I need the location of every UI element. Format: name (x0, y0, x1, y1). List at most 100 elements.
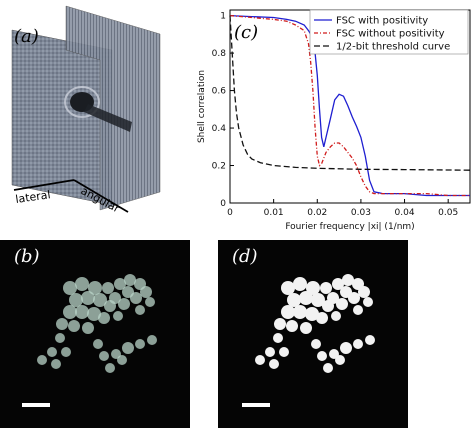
x-tick-label: 0.02 (307, 208, 327, 218)
reconstruction-blob (63, 281, 77, 295)
tomogram-slices-figure: lateral angular (11, 5, 161, 216)
legend-entry-0: FSC with positivity (336, 16, 428, 27)
ground-truth-sphere (265, 347, 275, 357)
series-line-2 (229, 15, 471, 171)
ground-truth-sphere (322, 300, 334, 312)
reconstruction-blob (69, 293, 83, 307)
y-tick-label: 0 (220, 199, 226, 209)
reconstruction-blob (82, 322, 94, 334)
ground-truth-sphere (353, 305, 363, 315)
reconstruction-blobs (37, 274, 157, 373)
reconstruction-blob (51, 359, 61, 369)
ground-truth-sphere (300, 322, 312, 334)
ground-truth-sphere (293, 305, 307, 319)
panel-b: (b) (0, 240, 190, 428)
ground-truth-sphere (348, 292, 360, 304)
ground-truth-sphere (305, 307, 319, 321)
ground-truth-sphere (255, 355, 265, 365)
ground-truth-image: (d) (218, 240, 408, 428)
ground-truth-sphere (306, 281, 320, 295)
reconstruction-blob (99, 351, 109, 361)
reconstruction-blob (140, 286, 152, 298)
panel-d-label: (d) (232, 246, 258, 267)
ground-truth-sphere (358, 286, 370, 298)
reconstruction-blob (88, 281, 102, 295)
reconstruction-blob (75, 277, 89, 291)
ground-truth-sphere (286, 320, 298, 332)
ground-truth-sphere (317, 351, 327, 361)
ground-truth-sphere (336, 298, 348, 310)
ground-truth-sphere (299, 291, 313, 305)
ground-truth-sphere (281, 305, 295, 319)
reconstruction-blob (37, 355, 47, 365)
reconstruction-blob (98, 312, 110, 324)
x-tick-label: 0.03 (351, 208, 371, 218)
reconstruction-blob (118, 298, 130, 310)
reconstruction-blob (75, 305, 89, 319)
reconstruction-blob (104, 300, 116, 312)
ground-truth-spheres (255, 274, 375, 373)
y-tick-label: 0.8 (212, 49, 227, 59)
reconstruction-blob (124, 274, 136, 286)
x-axis-label: Fourier frequency |xi| (1/nm) (285, 222, 414, 232)
scale-bar-d (242, 403, 270, 407)
panel-d: (d) (218, 240, 408, 428)
ground-truth-sphere (274, 318, 286, 330)
reconstruction-blob (114, 278, 126, 290)
y-axis-label: Shell correlation (197, 70, 207, 143)
panel-c-label: (c) (234, 22, 259, 43)
reconstruction-blob (122, 342, 134, 354)
series-line-0 (229, 14, 470, 197)
lateral-label: lateral (15, 188, 52, 206)
ground-truth-sphere (363, 297, 373, 307)
ground-truth-sphere (293, 277, 307, 291)
legend-box (309, 9, 469, 55)
y-tick-label: 0.6 (212, 87, 227, 97)
panel-a-label: (a) (14, 26, 39, 47)
reconstruction-blob (135, 305, 145, 315)
reconstruction-blob (61, 347, 71, 357)
reconstruction-blob (93, 293, 107, 307)
y-tick-label: 0.2 (212, 162, 226, 172)
ground-truth-sphere (287, 293, 301, 307)
ground-truth-sphere (365, 335, 375, 345)
ground-truth-sphere (331, 311, 341, 321)
reconstruction-blob (68, 320, 80, 332)
ground-truth-sphere (273, 333, 283, 343)
reconstruction-blob (113, 311, 123, 321)
ground-truth-sphere (353, 339, 363, 349)
ground-truth-sphere (342, 274, 354, 286)
y-tick-label: 1 (220, 12, 226, 22)
x-tick-label: 0.04 (395, 208, 415, 218)
reconstruction-blob (56, 318, 68, 330)
fsc-chart: 0 0.01 0.02 0.03 0.04 0.05 0 0.2 0.4 0.6 0.8 1 Fouri… (197, 9, 471, 232)
reconstruction-blob (81, 291, 95, 305)
panel-b-label: (b) (14, 246, 40, 267)
x-tick-label: 0.01 (264, 208, 284, 218)
reconstruction-blob (117, 355, 127, 365)
scale-bar-b (22, 403, 50, 407)
ground-truth-sphere (323, 363, 333, 373)
reconstruction-blob (63, 305, 77, 319)
x-tick-label: 0.05 (438, 208, 458, 218)
reconstruction-blob (147, 335, 157, 345)
angular-slice (65, 5, 161, 211)
angular-axis (73, 179, 129, 213)
legend-entry-1: FSC without positivity (336, 29, 445, 40)
ground-truth-sphere (279, 347, 289, 357)
reconstruction-blob (47, 347, 57, 357)
ground-truth-sphere (340, 342, 352, 354)
ground-truth-sphere (311, 293, 325, 307)
panel-a: lateral angular (a) (0, 0, 190, 222)
panel-c: 0 0.01 0.02 0.03 0.04 0.05 0 0.2 0.4 0.6 0.8 1 Fouri… (190, 0, 474, 236)
ground-truth-sphere (311, 339, 321, 349)
reconstruction-blob (55, 333, 65, 343)
ground-truth-sphere (316, 312, 328, 324)
series-line-1 (229, 14, 470, 197)
reconstruction-blob (130, 292, 142, 304)
reconstruction-blob (135, 339, 145, 349)
reconstruction-blob (102, 282, 114, 294)
reconstruction-image: (b) (0, 240, 190, 428)
reconstruction-blob (105, 363, 115, 373)
reconstruction-blob (87, 307, 101, 321)
